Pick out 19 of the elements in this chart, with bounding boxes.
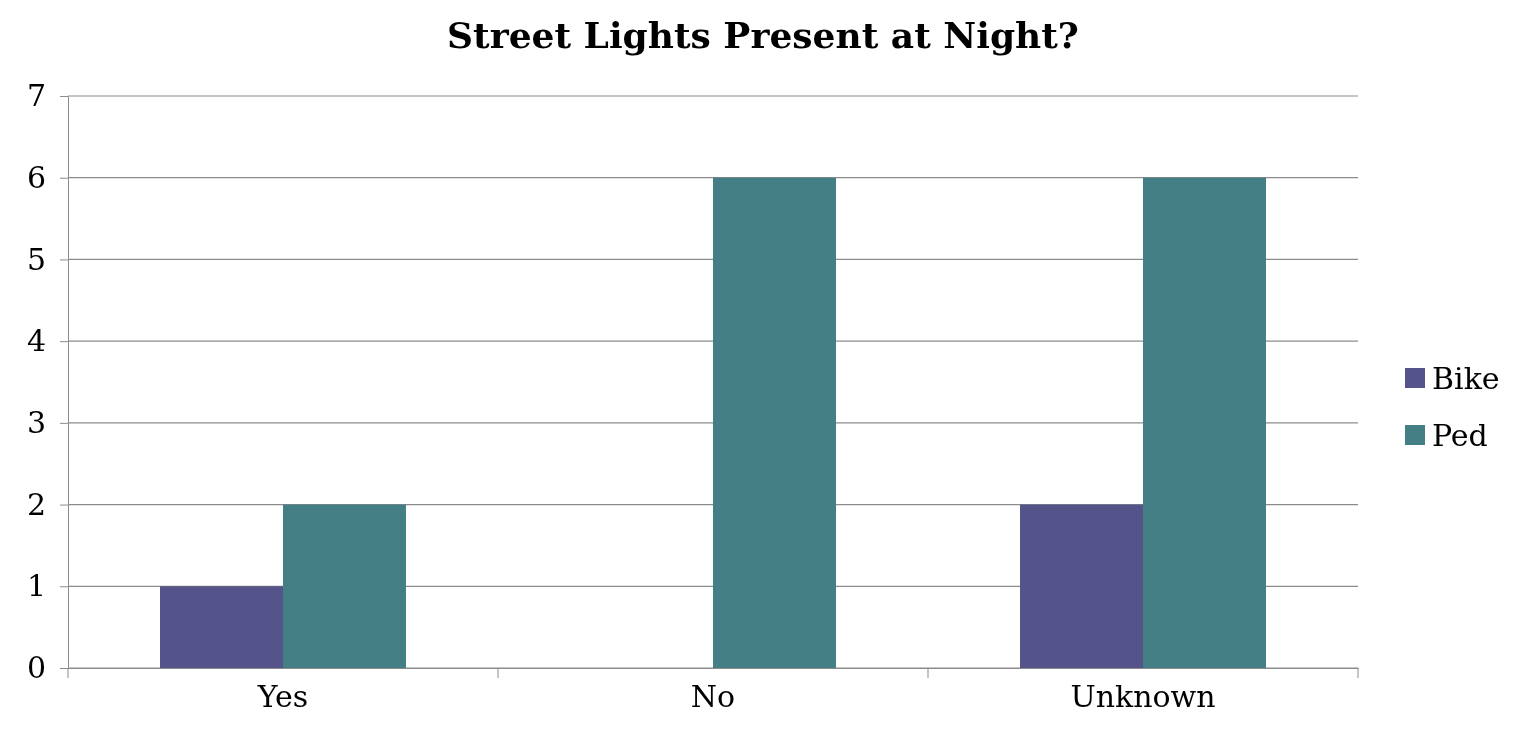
y-tick-label: 1 (26, 568, 46, 604)
bar (1143, 177, 1266, 668)
y-tick-label: 2 (26, 486, 46, 522)
x-tick-label: Unknown (1070, 679, 1216, 715)
bar (1020, 504, 1143, 668)
y-tick-label: 0 (26, 650, 46, 686)
x-tick-label: Yes (256, 679, 309, 715)
bar (283, 504, 406, 668)
y-tick-label: 5 (26, 241, 46, 277)
chart-title: Street Lights Present at Night? (447, 14, 1079, 56)
bar (713, 177, 836, 668)
bar (160, 586, 283, 668)
y-tick-label: 7 (26, 78, 46, 114)
legend-label: Bike (1432, 360, 1500, 396)
legend-label: Ped (1432, 417, 1488, 453)
y-tick-label: 6 (26, 159, 46, 195)
y-tick-label: 3 (26, 404, 46, 440)
y-tick-label: 4 (26, 323, 46, 359)
x-tick-label: No (690, 679, 736, 715)
